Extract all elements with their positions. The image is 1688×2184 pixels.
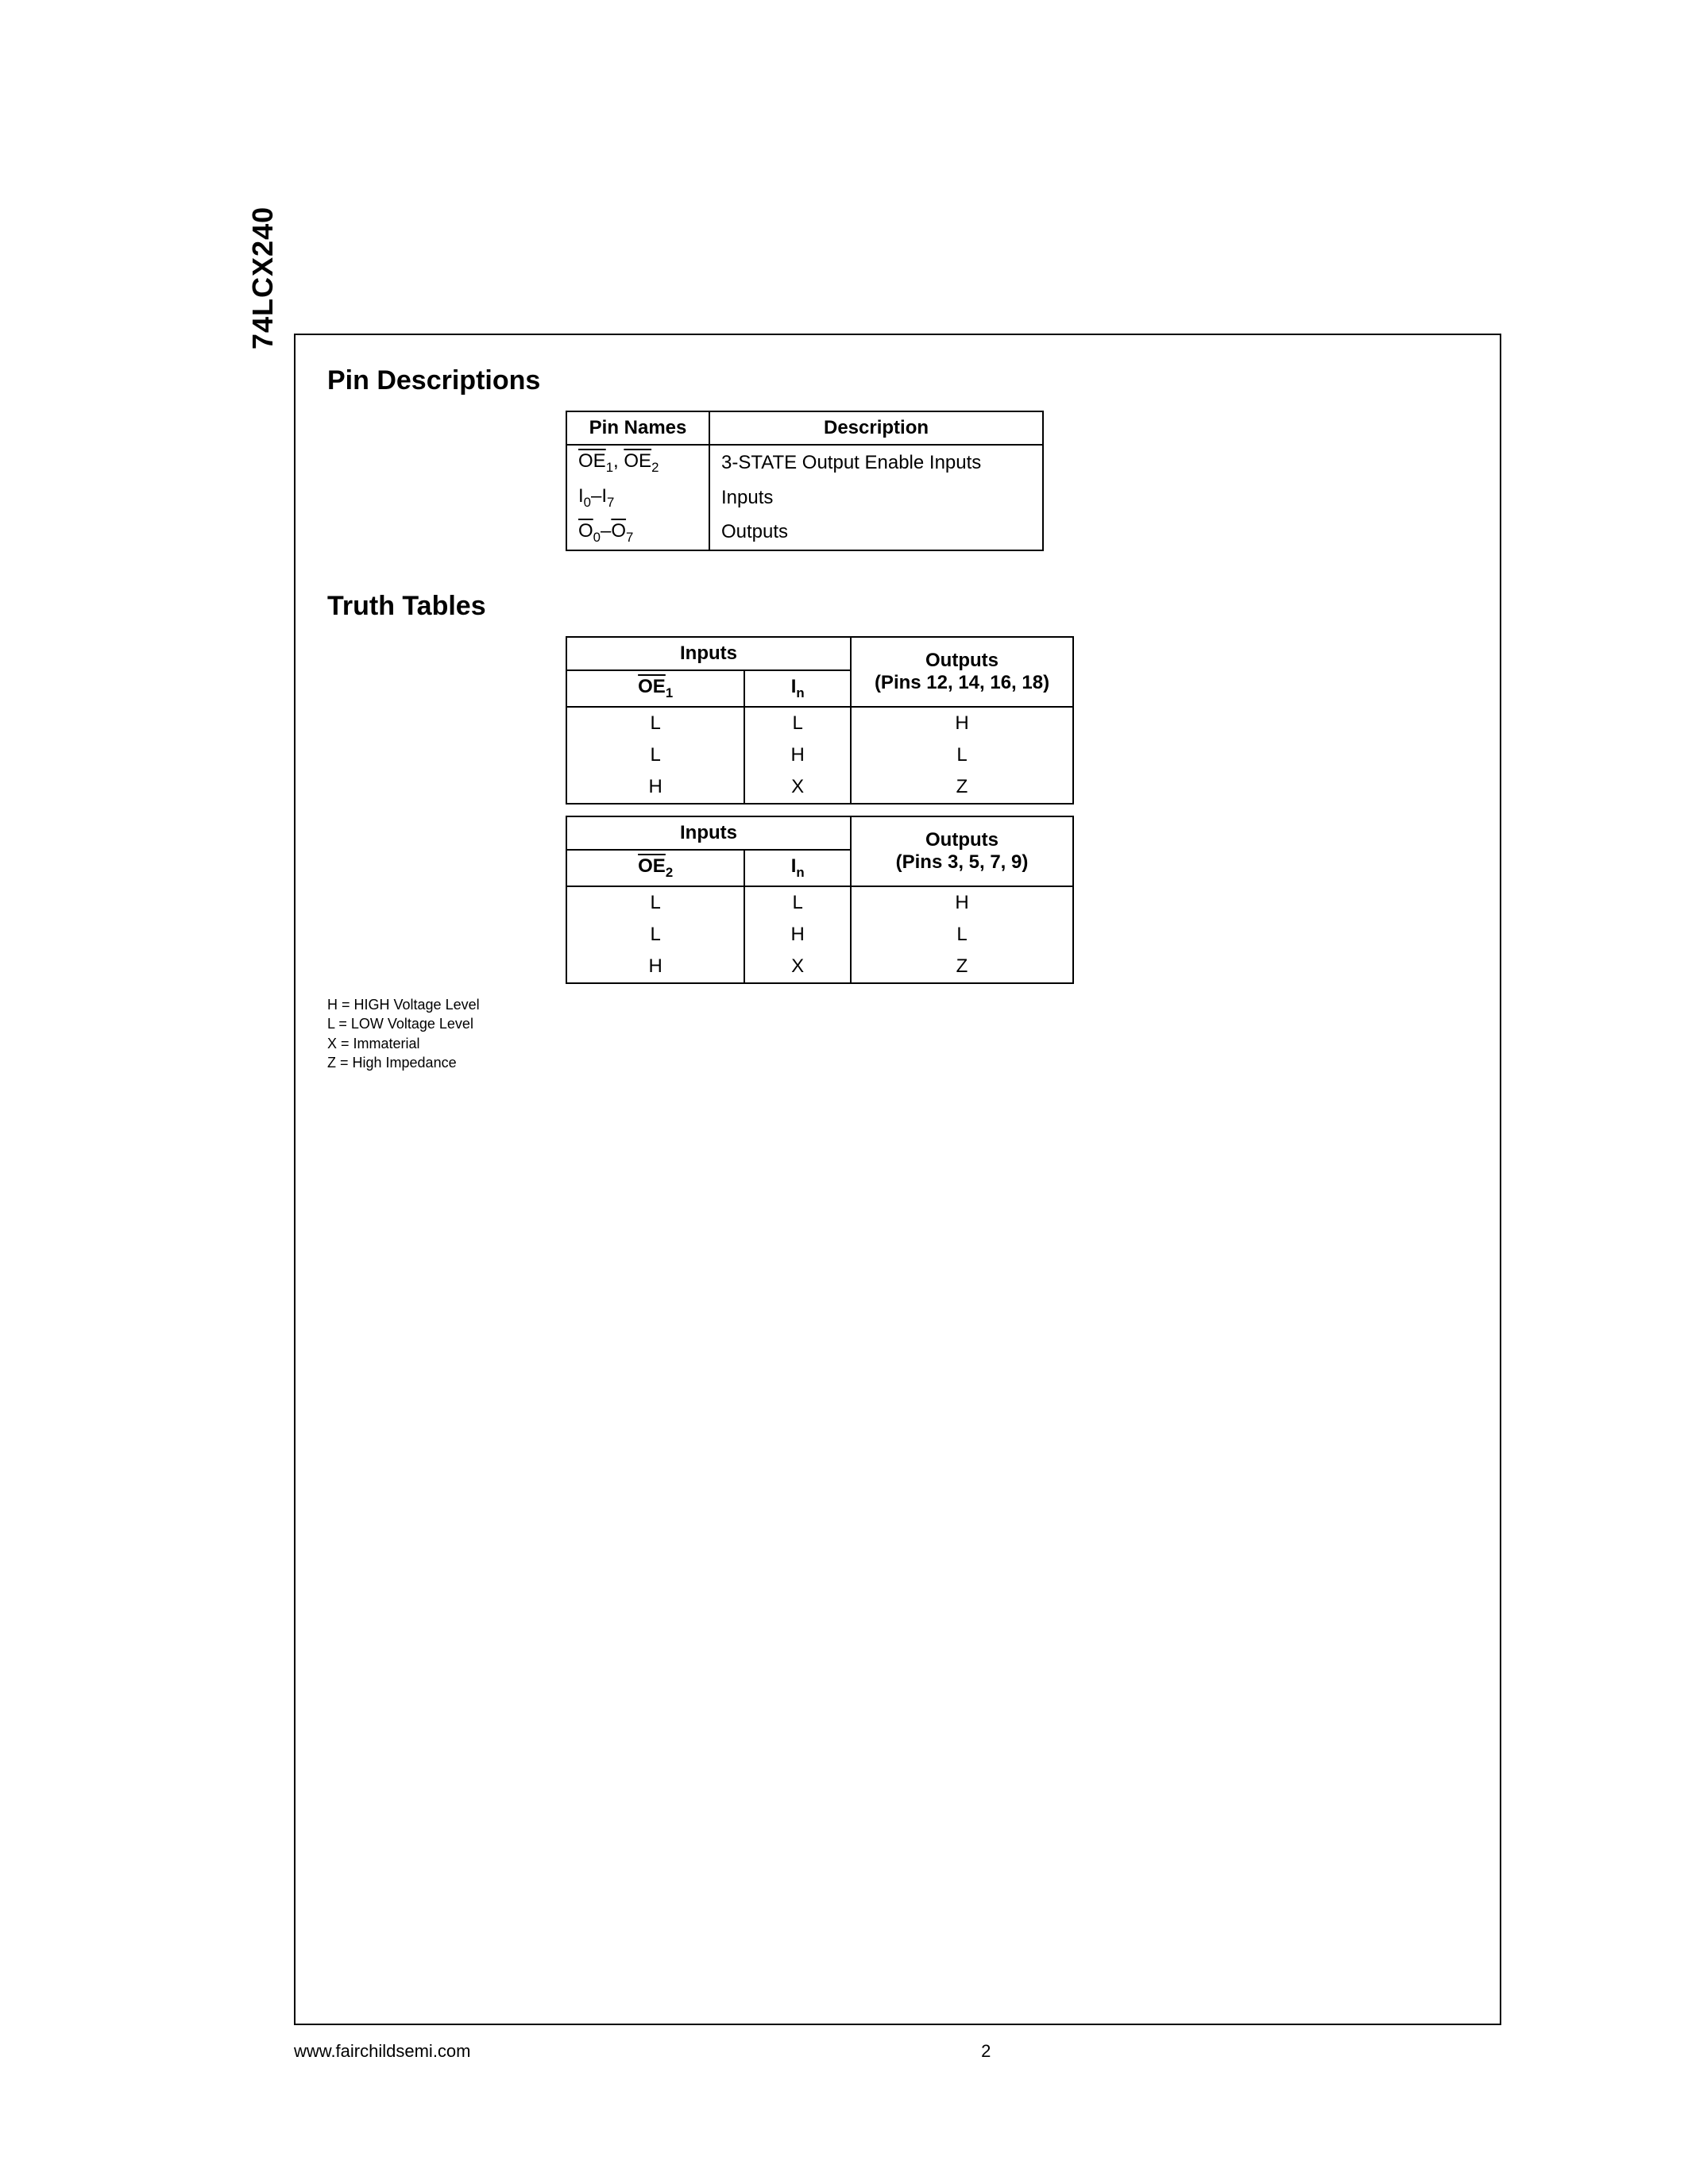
table-row: L L H bbox=[566, 886, 1073, 919]
col-oe2: OE2 bbox=[566, 850, 744, 886]
legend-line: Z = High Impedance bbox=[327, 1053, 1468, 1072]
truth-tables-heading: Truth Tables bbox=[327, 591, 1468, 622]
table-row: O0–O7 Outputs bbox=[566, 515, 1043, 551]
cell: L bbox=[566, 707, 744, 739]
table-row: H X Z bbox=[566, 771, 1073, 804]
page-footer: www.fairchildsemi.com 2 bbox=[294, 2041, 1501, 2062]
pin-desc-cell: Inputs bbox=[709, 480, 1043, 515]
table-row: H X Z bbox=[566, 951, 1073, 983]
pin-desc-cell: Outputs bbox=[709, 515, 1043, 551]
cell: H bbox=[744, 739, 851, 771]
page-wrap: Pin Descriptions Pin Names Description O… bbox=[294, 334, 1501, 2025]
inputs-header: Inputs bbox=[566, 637, 851, 670]
cell: H bbox=[851, 707, 1073, 739]
part-number-side-label: 74LCX240 bbox=[246, 206, 280, 349]
table-row: I0–I7 Inputs bbox=[566, 480, 1043, 515]
pin-name-cell: I0–I7 bbox=[566, 480, 709, 515]
table-row: L L H bbox=[566, 707, 1073, 739]
outputs-label: Outputs bbox=[925, 650, 999, 671]
legend-line: H = HIGH Voltage Level bbox=[327, 995, 1468, 1014]
inputs-header: Inputs bbox=[566, 816, 851, 850]
col-oe1: OE1 bbox=[566, 670, 744, 707]
outputs-pins: (Pins 12, 14, 16, 18) bbox=[875, 672, 1049, 693]
pin-name-cell: O0–O7 bbox=[566, 515, 709, 551]
outputs-label: Outputs bbox=[925, 829, 999, 851]
footer-page-number: 2 bbox=[294, 2041, 1501, 2062]
table-row: L H L bbox=[566, 739, 1073, 771]
cell: L bbox=[566, 739, 744, 771]
cell: L bbox=[744, 707, 851, 739]
pin-descriptions-heading: Pin Descriptions bbox=[327, 365, 1468, 396]
col-in: In bbox=[744, 670, 851, 707]
col-in: In bbox=[744, 850, 851, 886]
table-row: L H L bbox=[566, 919, 1073, 951]
cell: H bbox=[744, 919, 851, 951]
legend: H = HIGH Voltage Level L = LOW Voltage L… bbox=[327, 995, 1468, 1072]
cell: L bbox=[744, 886, 851, 919]
cell: L bbox=[851, 739, 1073, 771]
cell: H bbox=[566, 951, 744, 983]
cell: Z bbox=[851, 771, 1073, 804]
legend-line: X = Immaterial bbox=[327, 1034, 1468, 1053]
cell: X bbox=[744, 771, 851, 804]
pin-name-cell: OE1, OE2 bbox=[566, 445, 709, 480]
cell: L bbox=[566, 919, 744, 951]
truth-table-2: Inputs Outputs (Pins 3, 5, 7, 9) OE2 In … bbox=[566, 816, 1074, 984]
description-header: Description bbox=[709, 411, 1043, 445]
pin-desc-cell: 3-STATE Output Enable Inputs bbox=[709, 445, 1043, 480]
truth-table-1: Inputs Outputs (Pins 12, 14, 16, 18) OE1… bbox=[566, 636, 1074, 805]
cell: H bbox=[851, 886, 1073, 919]
cell: Z bbox=[851, 951, 1073, 983]
footer-url: www.fairchildsemi.com bbox=[294, 2041, 471, 2062]
outputs-header: Outputs (Pins 3, 5, 7, 9) bbox=[851, 816, 1073, 886]
cell: L bbox=[851, 919, 1073, 951]
pin-descriptions-table: Pin Names Description OE1, OE2 3-STATE O… bbox=[566, 411, 1044, 551]
outputs-header: Outputs (Pins 12, 14, 16, 18) bbox=[851, 637, 1073, 707]
cell: H bbox=[566, 771, 744, 804]
cell: X bbox=[744, 951, 851, 983]
legend-line: L = LOW Voltage Level bbox=[327, 1014, 1468, 1033]
outputs-pins: (Pins 3, 5, 7, 9) bbox=[896, 851, 1029, 873]
content-frame: Pin Descriptions Pin Names Description O… bbox=[294, 334, 1501, 2025]
cell: L bbox=[566, 886, 744, 919]
table-row: OE1, OE2 3-STATE Output Enable Inputs bbox=[566, 445, 1043, 480]
pin-names-header: Pin Names bbox=[566, 411, 709, 445]
